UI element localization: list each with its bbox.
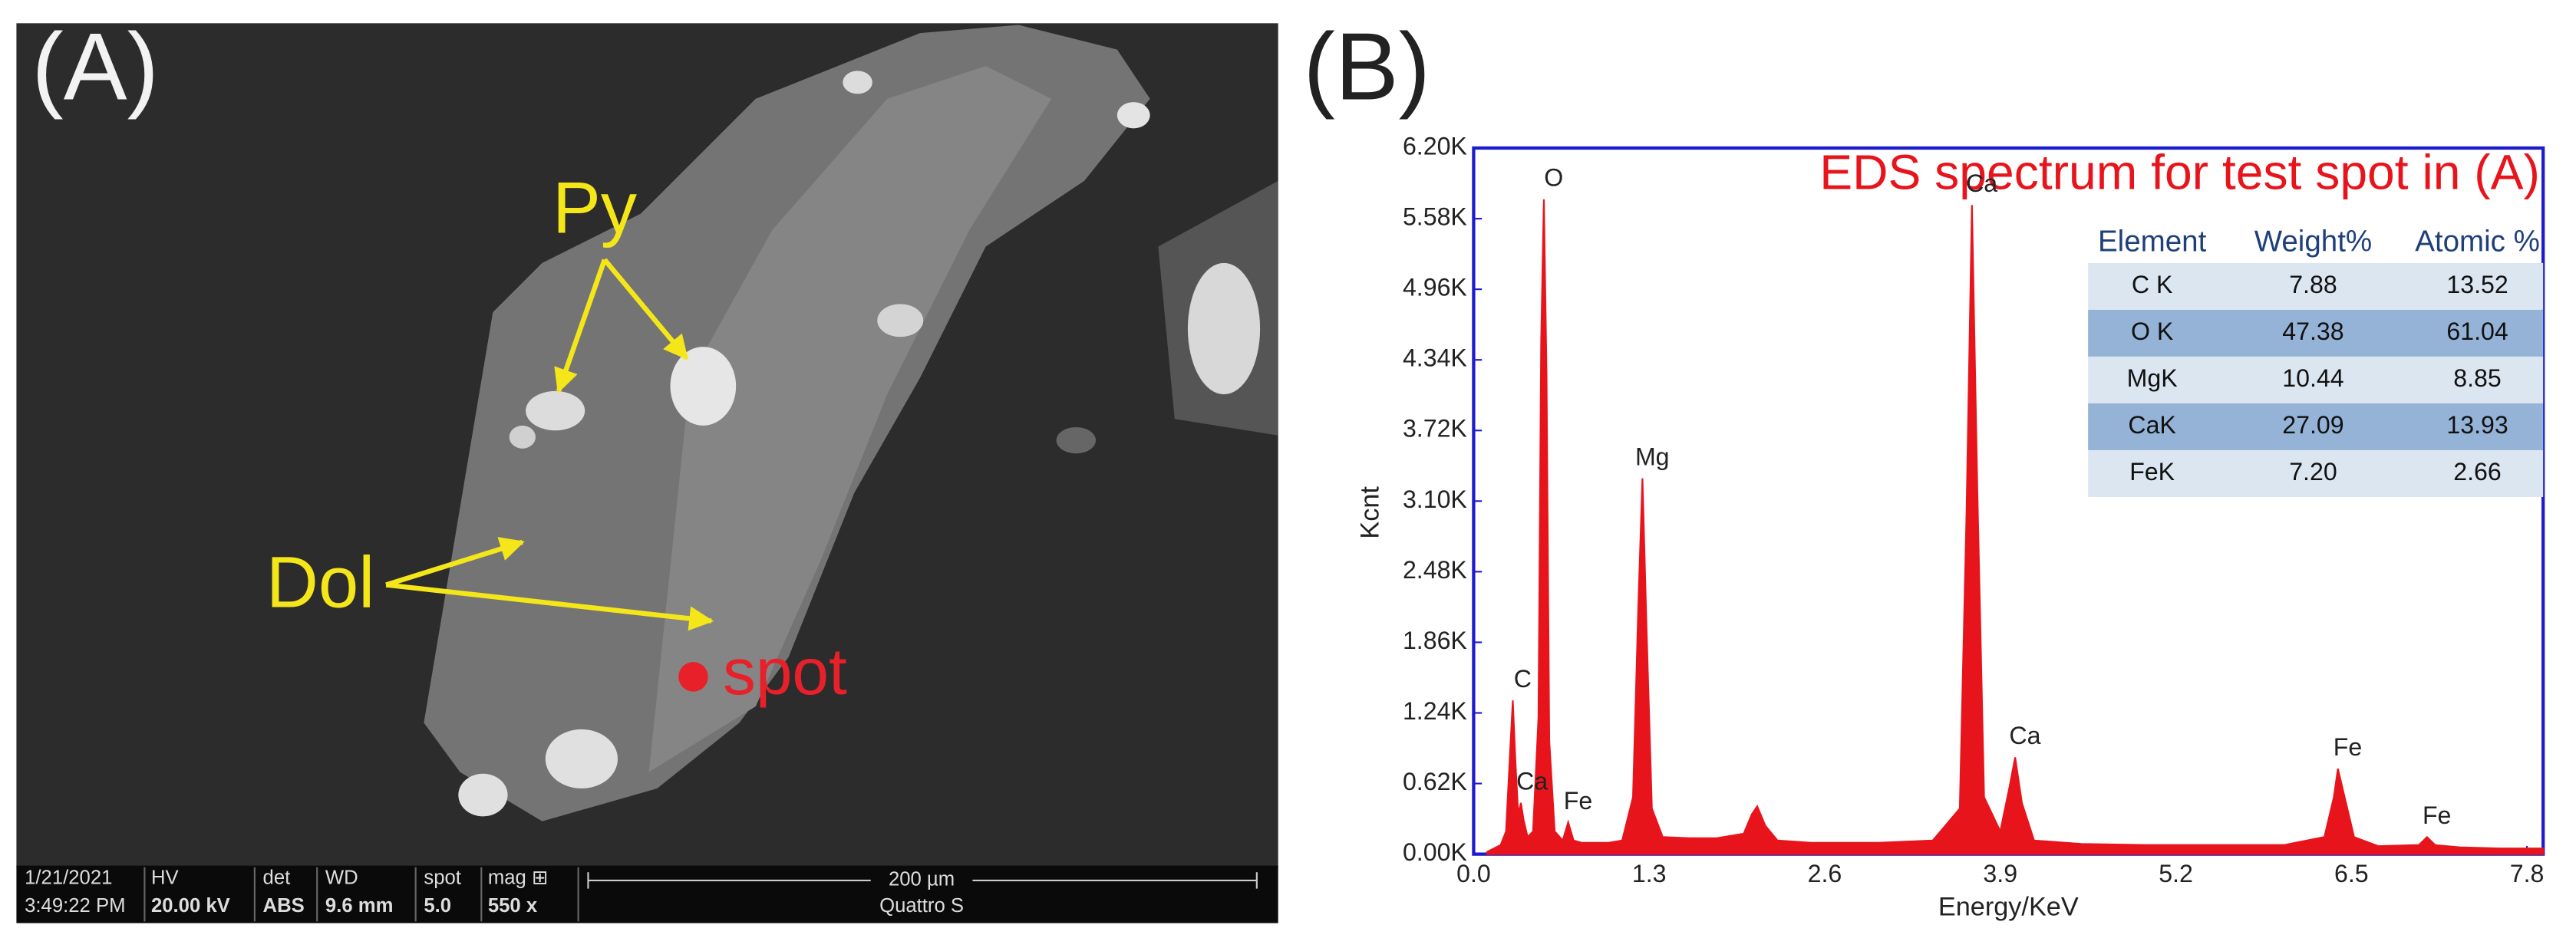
table-row (2088, 403, 2544, 450)
annotation: spot (723, 635, 847, 709)
info-text: 3:49:22 PM (25, 895, 125, 917)
info-text: mag ⊞ (488, 867, 549, 889)
table-cell: 7.88 (2289, 271, 2337, 298)
table-cell: 47.38 (2282, 318, 2343, 345)
table-cell: 7.20 (2289, 458, 2337, 486)
table-header: Atomic % (2415, 225, 2540, 258)
chart-title: EDS spectrum for test spot in (A) (1819, 144, 2540, 199)
y-tick-label: 0.00K (1403, 838, 1467, 866)
table-cell: MgK (2127, 364, 2179, 392)
y-tick-label: 3.10K (1403, 486, 1467, 513)
table-row (2088, 262, 2544, 310)
table-cell: C K (2132, 271, 2173, 298)
y-tick-label: 6.20K (1403, 133, 1467, 160)
table-cell: 61.04 (2446, 318, 2508, 345)
x-tick-label: 7.8 (2510, 860, 2545, 887)
info-text: 9.6 mm (325, 895, 394, 917)
y-tick-label: 4.34K (1403, 344, 1467, 372)
sem-image (16, 23, 1278, 867)
y-tick-label: 2.48K (1403, 556, 1467, 584)
table-row (2088, 309, 2544, 357)
info-bar (16, 865, 1278, 923)
peak-label: Fe (2334, 733, 2362, 761)
x-axis-label: Energy/KeV (1938, 892, 2079, 921)
x-tick-label: 6.5 (2334, 860, 2369, 887)
table-header: Weight% (2254, 225, 2372, 258)
annotation: Dol (266, 542, 374, 623)
info-text: Quattro S (879, 895, 964, 917)
table-cell: 27.09 (2282, 411, 2343, 439)
info-text: 200 µm (889, 869, 955, 890)
x-tick-label: 3.9 (1983, 860, 2017, 887)
y-tick-label: 4.96K (1403, 274, 1467, 301)
x-tick-label: 0.0 (1456, 860, 1491, 887)
table-cell: 2.66 (2453, 458, 2502, 486)
table-row (2088, 449, 2544, 497)
panel-label: (B) (1304, 14, 1431, 120)
peak-label: Fe (2423, 802, 2451, 829)
y-axis-label: Kcnt (1356, 486, 1385, 539)
x-tick-label: 5.2 (2159, 860, 2193, 887)
peak-label: Fe (1564, 787, 1592, 815)
info-text: HV (151, 867, 180, 889)
y-tick-label: 1.86K (1403, 627, 1467, 654)
y-tick-label: 0.62K (1403, 768, 1467, 795)
y-tick-label: 3.72K (1403, 415, 1467, 443)
info-text: WD (325, 867, 358, 889)
table-cell: 10.44 (2282, 364, 2343, 392)
y-tick-label: 1.24K (1403, 697, 1467, 725)
info-text: 1/21/2021 (25, 867, 112, 889)
info-text: 20.00 kV (151, 895, 230, 917)
annotation: Py (552, 168, 637, 249)
peak-label: Ca (2009, 722, 2040, 749)
table-header: Element (2098, 225, 2207, 258)
info-text: 550 x (488, 895, 538, 917)
table-cell: O K (2131, 318, 2174, 345)
peak-label: Ca (1966, 170, 1997, 197)
x-tick-label: 1.3 (1632, 860, 1667, 887)
info-text: spot (424, 867, 461, 889)
table-row (2088, 356, 2544, 403)
x-tick-label: 2.6 (1808, 860, 1842, 887)
table-cell: 8.85 (2453, 364, 2502, 392)
peak-label: Ca (1516, 768, 1548, 795)
table-cell: CaK (2128, 411, 2176, 439)
peak-label: Mg (1635, 443, 1670, 470)
table-cell: 13.93 (2446, 411, 2508, 439)
info-text: ABS (263, 895, 305, 917)
spectrum-area (1486, 199, 2545, 855)
table-cell: 13.52 (2446, 271, 2508, 298)
info-text: det (263, 867, 291, 889)
table-cell: FeK (2129, 458, 2175, 486)
panel-label: (A) (31, 14, 159, 120)
info-text: 5.0 (424, 895, 451, 917)
peak-label: C (1514, 665, 1532, 693)
peak-label: O (1544, 164, 1563, 192)
y-tick-label: 5.58K (1403, 203, 1467, 231)
